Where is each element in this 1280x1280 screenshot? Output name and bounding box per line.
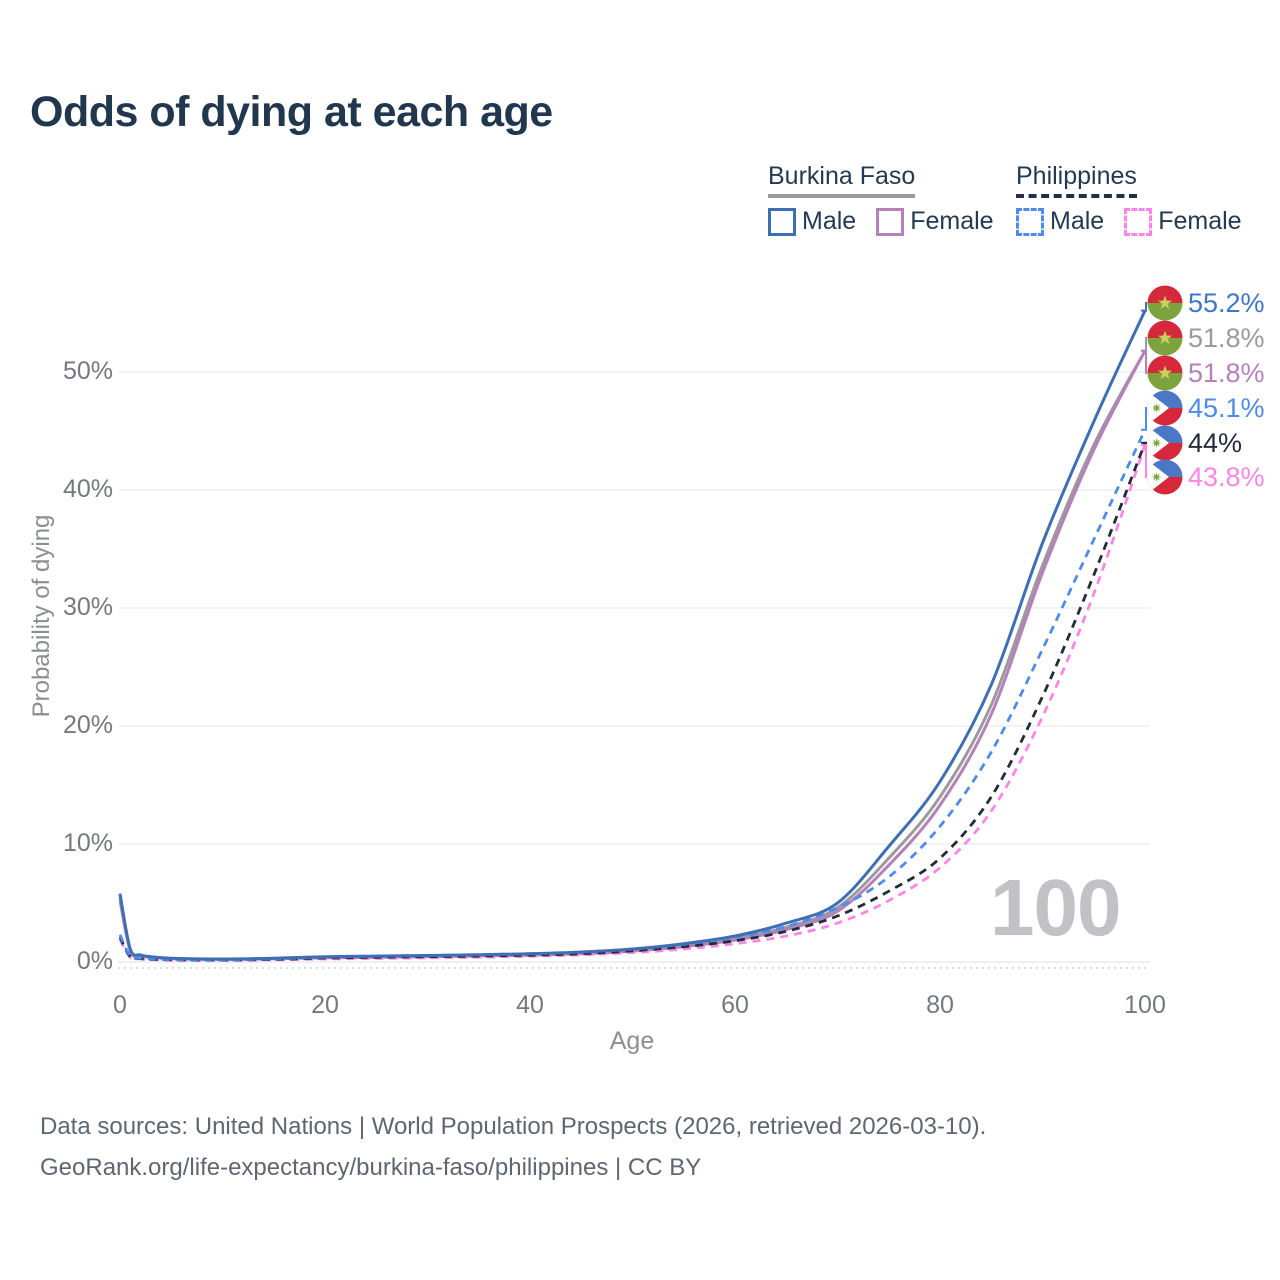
burkina-faso-flag-icon [1147,285,1183,321]
end-label-row: 55.2% [1147,285,1265,321]
x-tick-label: 40 [516,991,544,1019]
end-label-row: 51.8% [1147,320,1265,356]
legend-country-philippines[interactable]: Philippines [1016,162,1137,198]
legend-group-philippines: Philippines Male Female [1016,162,1262,236]
connector-philippines-male [1141,407,1147,431]
gridlines [118,371,1150,963]
legend-swatch-philippines-male[interactable] [1016,207,1044,236]
chart-title: Odds of dying at each age [30,88,553,136]
y-tick-label: 0% [76,947,113,975]
legend-swatch-burkina-male[interactable] [768,207,796,236]
x-axis-title: Age [609,1027,655,1055]
footer: Data sources: United Nations | World Pop… [40,1106,986,1188]
series-end-value: 51.8% [1188,357,1265,388]
legend-label-burkina-male[interactable]: Male [802,207,857,235]
philippines-flag-icon [1147,390,1183,426]
footer-attribution-link: GeoRank.org/life-expectancy/burkina-faso… [40,1154,702,1181]
y-tick-label: 30% [62,593,113,621]
series-end-value: 51.8% [1188,322,1265,353]
x-tick-label: 100 [1124,991,1166,1019]
series-curves [118,309,1147,962]
x-tick-label: 0 [113,991,127,1019]
legend-label-burkina-female[interactable]: Female [910,207,994,235]
legend-swatch-philippines-female[interactable] [1124,207,1153,236]
connector-burkina-faso-male [1141,302,1147,312]
x-tick-label: 20 [311,991,339,1019]
hover-age-watermark: 100 [990,863,1121,952]
connector-burkina-faso-female [1141,349,1147,374]
y-tick-label: 20% [62,711,113,739]
philippines-flag-icon [1147,459,1183,495]
end-label-row: 43.8% [1147,459,1265,495]
legend-label-philippines-male[interactable]: Male [1050,207,1105,235]
y-tick-label: 10% [62,829,113,857]
series-line-philippines[interactable] [118,442,1147,962]
series-end-value: 45.1% [1188,392,1265,423]
y-tick-label: 40% [62,475,113,503]
x-tick-label: 80 [926,991,954,1019]
series-end-value: 44% [1188,427,1243,458]
end-label-row: 45.1% [1147,390,1265,426]
connector-philippines-female [1141,444,1147,478]
burkina-faso-flag-icon [1147,355,1183,391]
x-tick-label: 60 [721,991,749,1019]
legend-label-philippines-female[interactable]: Female [1158,207,1242,235]
series-line-burkina-faso-male[interactable] [118,309,1147,961]
end-label-row: 51.8% [1147,355,1265,391]
footer-data-sources: Data sources: United Nations | World Pop… [40,1113,987,1140]
chart-plot-area[interactable] [0,0,1280,1080]
series-end-value: 43.8% [1188,461,1265,492]
philippines-flag-icon [1147,425,1183,461]
legend-swatch-burkina-female[interactable] [876,207,905,236]
burkina-faso-flag-icon [1147,320,1183,356]
series-end-value: 55.2% [1188,287,1265,318]
y-axis-title: Probability of dying [28,514,55,718]
legend-country-burkina-faso[interactable]: Burkina Faso [768,162,916,198]
y-tick-label: 50% [62,357,113,385]
legend-group-burkina-faso: Burkina Faso Male Female [768,162,1014,236]
end-label-connectors [1141,302,1147,478]
end-label-row: 44% [1147,425,1242,461]
